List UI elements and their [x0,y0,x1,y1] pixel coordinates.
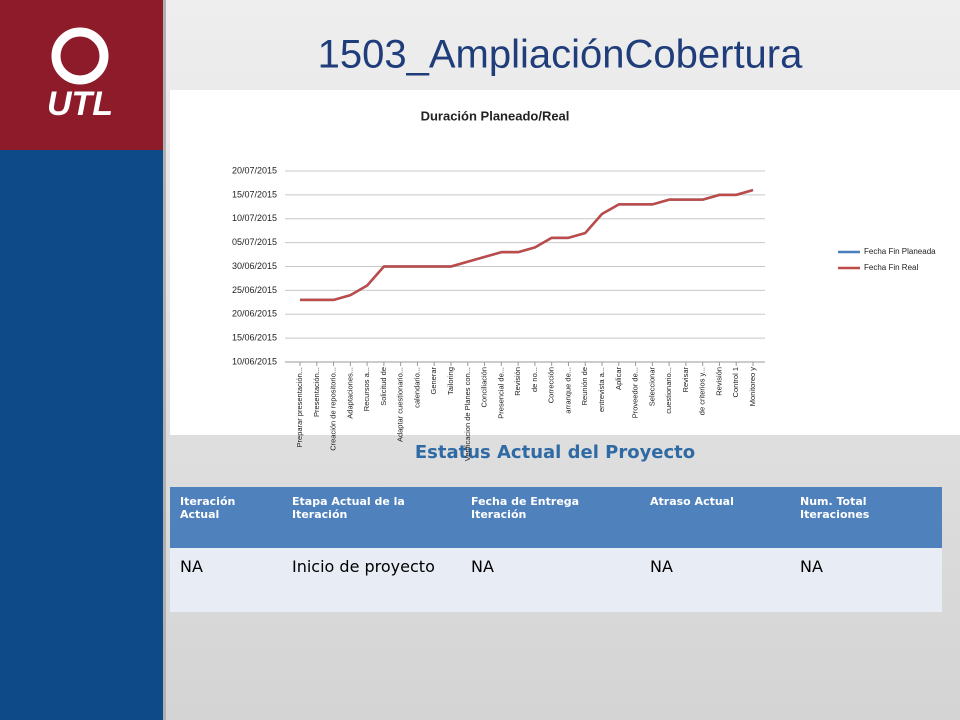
cell: NA [170,548,282,612]
x-tick-label: Recursos a... [362,367,371,411]
cell: Inicio de proyecto [282,548,461,612]
divider [163,0,166,720]
logo-panel [0,0,163,150]
x-tick-label: Corrección [547,367,556,403]
status-title: Estatus Actual del Proyecto [415,442,695,463]
legend-label: Fecha Fin Real [864,263,918,272]
side-panel [0,150,163,720]
x-tick-label: cuestionario... [664,367,673,414]
x-tick-label: Tailoring [446,367,455,395]
x-tick-label: Generar [429,366,438,394]
y-tick-label: 10/07/2015 [232,213,277,223]
x-tick-label: calendario... [412,367,421,408]
x-tick-label: Seleccionar [647,367,656,407]
x-tick-label: Revisión [714,367,723,396]
header-cell: Iteración Actual [170,487,282,548]
y-tick-label: 25/06/2015 [232,285,277,295]
status-table: Iteración Actual Etapa Actual de la Itera… [170,487,942,612]
x-tick-label: Preparar presentación... [295,367,304,447]
x-tick-label: Reunión de [580,367,589,405]
y-tick-label: 15/06/2015 [232,333,277,343]
header-cell: Fecha de Entrega Iteración [461,487,640,548]
y-tick-label: 15/07/2015 [232,189,277,199]
x-tick-label: Creación de repositorio... [329,367,338,451]
x-tick-label: Adaptaciones... [345,367,354,419]
x-tick-label: Presentación... [312,367,321,417]
y-tick-label: 10/06/2015 [232,356,277,366]
cell: NA [461,548,640,612]
y-tick-label: 05/07/2015 [232,237,277,247]
slide-title: 1503_AmpliaciónCobertura [318,33,804,77]
cell: NA [790,548,942,612]
x-tick-label: Conciliación [480,367,489,407]
cell: NA [640,548,790,612]
logo-text: UTL [47,85,113,123]
x-tick-label: Monitoreo y [748,367,757,406]
header-cell: Atraso Actual [640,487,790,548]
x-tick-label: entrevista a... [597,367,606,412]
chart-area [170,90,960,435]
x-tick-label: Solicitud de [379,367,388,406]
x-tick-label: Adaptar cuestionario... [396,367,405,442]
legend-label: Fecha Fin Planeada [864,247,936,256]
header-cell: Etapa Actual de la Iteración [282,487,461,548]
x-tick-label: Presencial de... [496,367,505,419]
x-tick-label: arranque de... [563,367,572,414]
header-row: Iteración Actual Etapa Actual de la Itera… [170,487,942,548]
y-tick-label: 30/06/2015 [232,261,277,271]
x-tick-label: Control 1 [731,367,740,397]
logo-hole [75,43,93,61]
header-cell: Num. Total Iteraciones [790,487,942,548]
series-line [300,188,754,302]
x-tick-label: Revisar [681,367,690,393]
x-tick-label: Revisión [513,367,522,396]
x-tick-label: de criterios y... [698,367,707,415]
data-row: NA Inicio de proyecto NA NA NA [170,548,942,612]
x-tick-label: Aplicar [614,367,623,390]
x-tick-label: Verificacion de Planes con... [463,367,472,461]
x-tick-label: de no... [530,367,539,392]
logo-ring [51,27,109,85]
x-tick-label: Proveedor de... [631,367,640,418]
y-tick-label: 20/07/2015 [232,165,277,175]
chart-title: Duración Planeado/Real [421,108,570,123]
y-tick-label: 20/06/2015 [232,309,277,319]
